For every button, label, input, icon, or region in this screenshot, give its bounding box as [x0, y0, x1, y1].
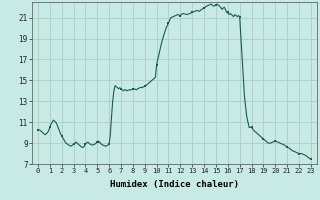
X-axis label: Humidex (Indice chaleur): Humidex (Indice chaleur) — [110, 180, 239, 189]
